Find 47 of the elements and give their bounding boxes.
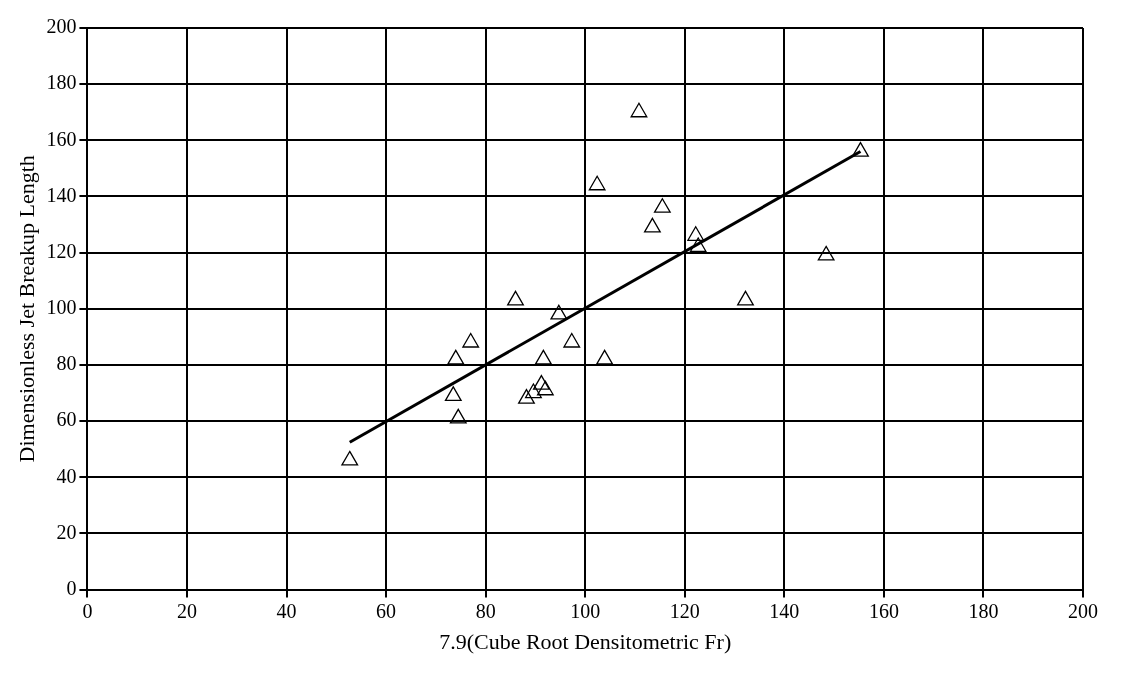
point xyxy=(550,304,568,320)
point xyxy=(341,450,359,466)
y-tick-label: 60 xyxy=(56,408,77,431)
point xyxy=(689,237,707,253)
point xyxy=(817,245,835,261)
point xyxy=(524,383,542,399)
point xyxy=(596,349,614,365)
y-tick-label: 80 xyxy=(56,352,77,375)
point xyxy=(507,290,524,306)
y-tick-label: 100 xyxy=(46,296,77,319)
x-tick-label: 180 xyxy=(968,599,999,622)
x-tick-label: 80 xyxy=(475,599,496,622)
x-tick-label: 20 xyxy=(176,599,197,622)
point xyxy=(687,226,705,241)
x-tick-label: 60 xyxy=(376,599,397,622)
point xyxy=(447,349,465,365)
x-tick-label: 160 xyxy=(868,599,899,622)
point xyxy=(563,332,581,348)
y-tick-label: 180 xyxy=(46,71,77,94)
point xyxy=(518,389,535,404)
point xyxy=(462,332,480,348)
point xyxy=(852,141,869,157)
point xyxy=(630,102,648,118)
x-tick-label: 140 xyxy=(769,599,800,622)
point xyxy=(532,374,550,390)
point xyxy=(737,290,754,306)
point xyxy=(588,175,606,191)
x-tick-label: 100 xyxy=(570,599,601,622)
y-tick-label: 20 xyxy=(56,520,77,543)
y-tick-label: 140 xyxy=(46,183,77,206)
x-tick-label: 200 xyxy=(1068,599,1098,622)
point xyxy=(653,198,671,213)
point xyxy=(643,217,661,233)
x-tick-label: 0 xyxy=(82,599,93,622)
x-axis-title: 7.9(Cube Root Densitometric Fr) xyxy=(439,628,732,654)
point xyxy=(444,386,462,401)
point xyxy=(534,349,552,365)
y-tick-label: 0 xyxy=(66,576,77,599)
y-tick-label: 200 xyxy=(46,15,77,38)
y-tick-label: 120 xyxy=(46,239,77,262)
y-tick-label: 160 xyxy=(46,127,77,150)
y-axis-title: Dimensionless Jet Breakup Length xyxy=(13,155,39,463)
point xyxy=(536,380,554,396)
y-tick-label: 40 xyxy=(56,464,77,487)
x-tick-label: 40 xyxy=(276,599,297,622)
point xyxy=(449,408,467,424)
x-tick-label: 120 xyxy=(669,599,700,622)
